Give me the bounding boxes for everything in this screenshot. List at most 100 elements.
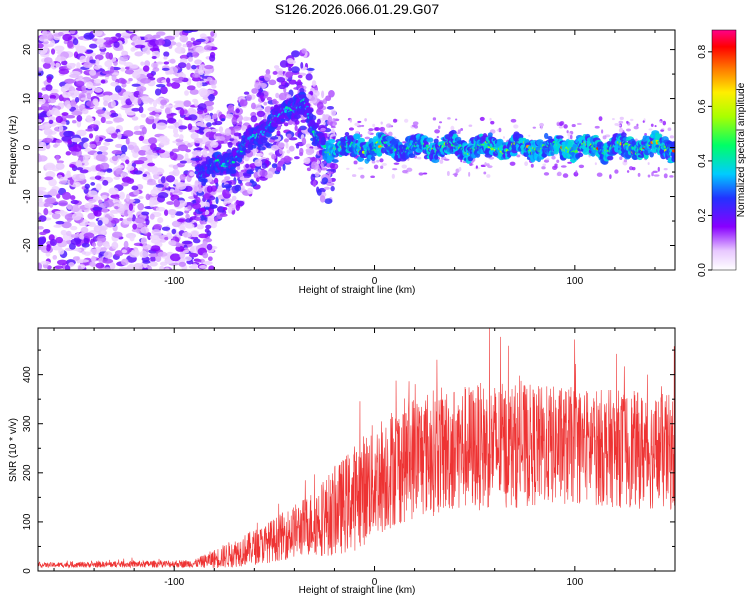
- spectrogram-cell: [149, 213, 155, 220]
- spectrogram-cell: [250, 102, 256, 110]
- spectrogram-cell: [38, 141, 44, 148]
- spectrogram-cell: [106, 168, 113, 173]
- spectrogram-cell: [155, 183, 165, 188]
- spectrogram-cell: [223, 152, 229, 158]
- colorbar-ticks: 0.00.20.40.60.8: [697, 44, 712, 277]
- spectrogram-cell: [173, 127, 179, 135]
- spectrogram-cell: [92, 98, 99, 106]
- spectrogram-cell: [120, 135, 128, 140]
- spectrogram-cell: [279, 148, 283, 155]
- spectrogram-cell: [321, 141, 326, 146]
- spectrogram-cell: [273, 65, 280, 69]
- spectrogram-cell: [211, 171, 216, 178]
- spectrogram-cell: [157, 217, 164, 224]
- spectrogram-cell: [39, 231, 47, 236]
- spectrogram-cell: [374, 127, 381, 131]
- spectrogram-cell: [83, 62, 93, 69]
- spectrogram-ytick-label: 10: [22, 93, 33, 105]
- spectrogram-cell: [61, 60, 68, 66]
- spectrogram-cell: [79, 169, 89, 174]
- spectrogram-cell: [425, 144, 429, 148]
- spectrogram-cell: [360, 174, 365, 179]
- spectrogram-cell: [307, 109, 313, 114]
- spectrogram-cell: [129, 235, 135, 242]
- spectrogram-cell: [125, 137, 130, 145]
- spectrogram-cell: [189, 253, 199, 258]
- spectrogram-cell: [92, 30, 103, 37]
- spectrogram-cell: [150, 245, 161, 252]
- spectrogram-cell: [188, 114, 198, 121]
- spectrogram-cell: [169, 188, 175, 193]
- spectrogram-cell: [555, 135, 564, 140]
- spectrogram-cell: [55, 236, 63, 244]
- spectrogram-cell: [286, 133, 292, 139]
- spectrogram-cell: [164, 236, 169, 241]
- spectrogram-cell: [66, 170, 71, 177]
- spectrogram-cell: [486, 163, 490, 167]
- spectrogram-cell: [649, 151, 654, 158]
- spectrogram-cell: [330, 109, 337, 117]
- spectrogram-cell: [432, 117, 437, 121]
- spectrogram-cell: [204, 114, 212, 122]
- spectrogram-cell: [224, 128, 232, 136]
- spectrogram-cell: [297, 128, 302, 133]
- spectrogram-cell: [426, 137, 434, 143]
- spectrogram-cell: [155, 113, 160, 118]
- spectrogram-cell: [657, 133, 663, 139]
- spectrogram-cell: [140, 77, 151, 84]
- spectrogram-cell: [114, 205, 119, 210]
- spectrogram-cell: [636, 123, 639, 127]
- spectrogram-cell: [104, 60, 113, 68]
- spectrogram-cell: [179, 35, 189, 43]
- spectrogram-cell: [468, 124, 473, 127]
- spectrogram-cell: [217, 136, 226, 141]
- spectrogram-cell: [431, 158, 440, 164]
- spectrogram-cell: [486, 174, 491, 178]
- spectrogram-cell: [76, 114, 83, 122]
- spectrogram-cell: [38, 97, 46, 105]
- spectrogram-cell: [198, 88, 208, 97]
- spectrogram-cell: [103, 141, 111, 146]
- spectrogram-cell: [38, 245, 47, 251]
- spectrogram-cell: [49, 188, 58, 197]
- spectrogram-cell: [94, 175, 102, 180]
- spectrogram-cell: [75, 159, 82, 167]
- spectrogram-cell: [140, 226, 149, 234]
- spectrogram-cell: [70, 225, 78, 231]
- spectrogram-cell: [128, 203, 134, 211]
- spectrogram-cell: [168, 240, 177, 246]
- spectrogram-cell: [58, 125, 64, 132]
- spectrogram-cell: [69, 30, 76, 35]
- spectrogram-cell: [566, 130, 569, 134]
- spectrogram-cell: [76, 129, 87, 137]
- spectrogram-cell: [45, 197, 57, 204]
- spectrogram-cell: [133, 145, 140, 153]
- spectrogram-cell: [239, 176, 245, 181]
- spectrogram-cell: [75, 80, 85, 87]
- spectrogram-cell: [133, 189, 140, 196]
- spectrogram-cell: [213, 216, 219, 222]
- spectrogram-cell: [191, 263, 198, 270]
- spectrogram-cell: [633, 125, 639, 130]
- spectrogram-cell: [65, 151, 72, 156]
- spectrogram-ylabel: Frequency (Hz): [8, 116, 19, 185]
- spectrogram-cell: [651, 171, 654, 177]
- spectrogram-cell: [113, 176, 120, 180]
- spectrogram-cell: [575, 170, 578, 175]
- spectrogram-cell: [353, 160, 358, 165]
- spectrogram-cell: [222, 207, 228, 211]
- spectrogram-cell: [134, 125, 141, 130]
- spectrogram-cell: [191, 230, 199, 238]
- spectrogram-cell: [620, 132, 627, 138]
- spectrogram-cell: [344, 131, 350, 137]
- spectrogram-cell: [108, 187, 119, 195]
- spectrogram-cell: [137, 202, 145, 211]
- spectrogram-cell: [38, 197, 43, 203]
- spectrogram-cell: [509, 161, 516, 166]
- spectrogram-cell: [175, 243, 181, 248]
- spectrogram-cell: [209, 79, 217, 86]
- spectrogram-cell: [171, 228, 177, 235]
- spectrogram-cell: [376, 159, 380, 163]
- spectrogram-cell: [671, 149, 675, 153]
- spectrogram-cell: [142, 260, 151, 264]
